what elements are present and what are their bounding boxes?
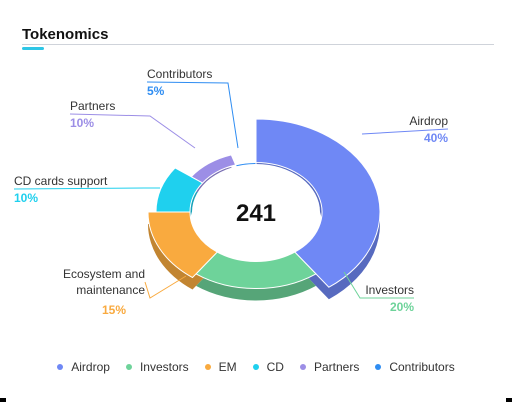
legend-dot bbox=[204, 364, 211, 370]
legend-label: Airdrop bbox=[71, 360, 110, 374]
legend-label: EM bbox=[218, 360, 237, 374]
slice-label-investors: Investors bbox=[365, 283, 414, 297]
legend-label: Investors bbox=[139, 360, 189, 374]
slice-percent-partners: 10% bbox=[70, 116, 94, 130]
slice-percent-contributors: 5% bbox=[147, 84, 165, 98]
legend-dot bbox=[252, 364, 259, 370]
chart-legend: Airdrop Investors EM CD Partners Contrib… bbox=[0, 360, 512, 374]
slice-label-airdrop: Airdrop bbox=[409, 114, 448, 128]
callout-line-airdrop bbox=[361, 128, 449, 135]
callout-line-ecosystem bbox=[144, 275, 187, 299]
legend-dot bbox=[299, 364, 306, 370]
slice-label-contributors: Contributors bbox=[147, 67, 212, 81]
slice-percent-cd-cards: 10% bbox=[14, 191, 38, 205]
legend-dot bbox=[57, 364, 64, 370]
slice-percent-airdrop: 40% bbox=[424, 131, 448, 145]
slice-percent-ecosystem: 15% bbox=[102, 303, 126, 317]
corner-mark bbox=[0, 398, 6, 402]
slice-ecosystem[interactable] bbox=[147, 211, 219, 279]
callout-line-partners bbox=[69, 113, 196, 149]
slice-label-cd-cards: CD cards support bbox=[14, 174, 108, 188]
slice-label-partners: Partners bbox=[70, 99, 115, 113]
legend-item-partners[interactable]: Partners bbox=[299, 360, 360, 374]
legend-label: Partners bbox=[313, 360, 360, 374]
title-accent-bar bbox=[22, 47, 44, 50]
title-divider bbox=[22, 44, 494, 45]
legend-label: Contributors bbox=[389, 360, 455, 374]
legend-item-cd[interactable]: CD bbox=[252, 360, 284, 374]
callout-line-contributors bbox=[146, 81, 239, 149]
callout-line-investors bbox=[343, 271, 414, 299]
legend-label: CD bbox=[266, 360, 284, 374]
legend-item-contributors[interactable]: Contributors bbox=[375, 360, 455, 374]
corner-mark bbox=[506, 398, 512, 402]
legend-item-airdrop[interactable]: Airdrop bbox=[57, 360, 110, 374]
legend-item-investors[interactable]: Investors bbox=[125, 360, 189, 374]
legend-dot bbox=[375, 364, 382, 370]
donut-hole bbox=[192, 164, 320, 260]
slice-cd-cards[interactable] bbox=[155, 167, 204, 213]
callout-line-cd-cards bbox=[13, 187, 160, 190]
slice-percent-investors: 20% bbox=[390, 300, 414, 314]
slice-label-ecosystem: Ecosystem and maintenance bbox=[63, 267, 145, 297]
card-title: Tokenomics bbox=[22, 26, 109, 43]
legend-dot bbox=[125, 364, 132, 370]
legend-item-em[interactable]: EM bbox=[204, 360, 237, 374]
center-value: 241 bbox=[236, 200, 276, 227]
